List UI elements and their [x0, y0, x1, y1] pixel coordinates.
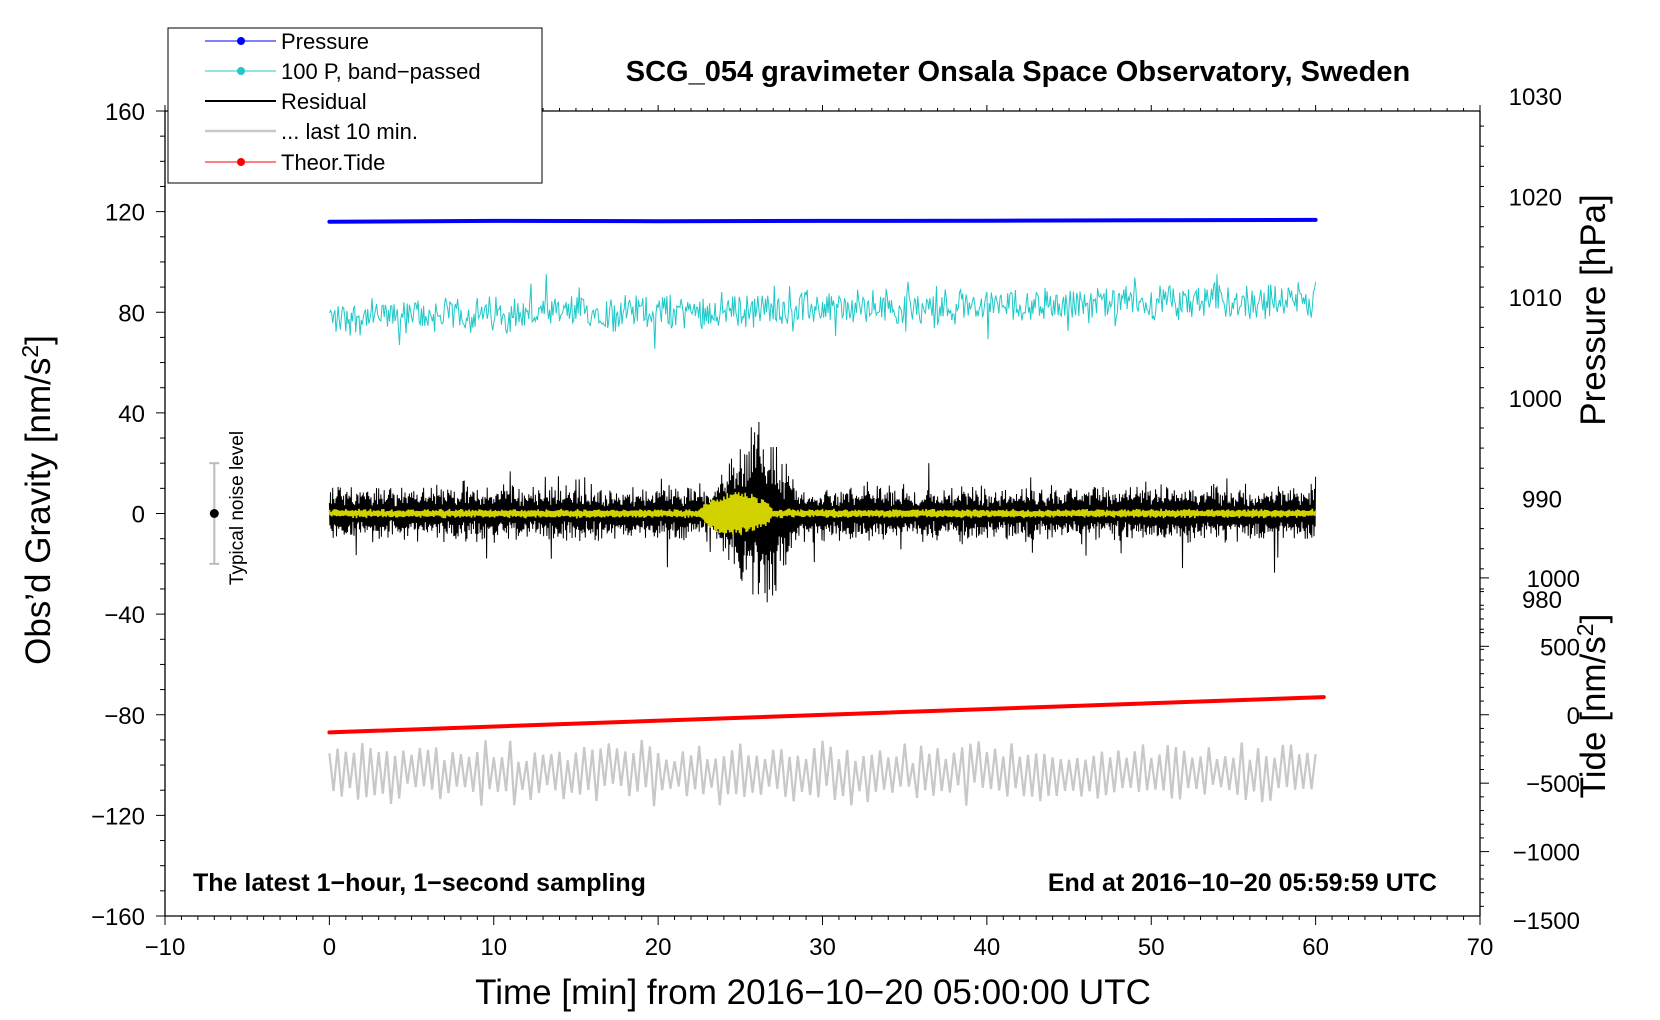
tide-tick-label: 0 — [1567, 703, 1580, 730]
x-axis-label: Time [min] from 2016−10−20 05:00:00 UTC — [475, 973, 1151, 1012]
pressure-tick-label: 980 — [1522, 587, 1562, 614]
y-axis-label-gravity: Obs’d Gravity [nm/s2] — [17, 335, 58, 665]
y-tick-label: 160 — [105, 99, 145, 126]
legend-label-residual: Residual — [281, 89, 367, 114]
legend-item-theor-tide: Theor.Tide — [205, 150, 385, 175]
y-tick-label: 40 — [118, 401, 145, 428]
x-tick-label: 30 — [809, 934, 836, 961]
legend-marker-band-passed — [237, 67, 245, 75]
y-axis-label-tide-sup: 2 — [1572, 623, 1598, 636]
tide-tick-label: −1000 — [1513, 840, 1580, 867]
series-band-passed-pressure — [328, 274, 1317, 349]
x-tick-label: 70 — [1467, 934, 1494, 961]
series-smoothed-residual — [328, 492, 1317, 536]
y-axis-label-gravity-text: Obs’d Gravity [nm/s — [19, 358, 58, 665]
pressure-tick-label: 1020 — [1509, 185, 1562, 212]
pressure-tick-label: 1000 — [1509, 386, 1562, 413]
x-tick-label: −10 — [145, 934, 186, 961]
x-tick-label: 0 — [323, 934, 336, 961]
legend-label-theor-tide: Theor.Tide — [281, 150, 385, 175]
noise-bar-center — [209, 509, 219, 518]
pressure-tick-label: 1030 — [1509, 84, 1562, 111]
tide-tick-label: 500 — [1540, 634, 1580, 661]
annotation-end-time: End at 2016−10−20 05:59:59 UTC — [1048, 869, 1437, 897]
tide-tick-label: 1000 — [1527, 566, 1580, 593]
annotation-sampling: The latest 1−hour, 1−second sampling — [193, 869, 646, 897]
legend-marker-pressure — [237, 37, 245, 45]
legend-item-residual: Residual — [205, 89, 367, 114]
series-last-10-min — [328, 739, 1317, 807]
y-tick-label: −80 — [104, 703, 145, 730]
pressure-tick-label: 1010 — [1509, 285, 1562, 312]
x-tick-label: 10 — [480, 934, 507, 961]
series-layer — [209, 217, 1326, 807]
legend-box — [167, 27, 543, 184]
legend: Pressure 100 P, band−passed Residual ...… — [167, 27, 543, 184]
y-tick-label: 120 — [105, 200, 145, 227]
y-tick-label: 80 — [118, 300, 145, 327]
legend-label-last-10-min: ... last 10 min. — [281, 119, 418, 144]
y-tick-label: −120 — [91, 803, 145, 830]
series-pressure — [327, 217, 1318, 224]
x-tick-label: 60 — [1302, 934, 1329, 961]
y-axis-label-tide-text: Tide [nm/s — [1574, 636, 1613, 798]
x-tick-label: 40 — [974, 934, 1001, 961]
y-axis-label-pressure: Pressure [hPa] — [1574, 194, 1613, 426]
y-tick-label: −160 — [91, 904, 145, 931]
y-axis-label-gravity-end: ] — [19, 335, 58, 345]
x-tick-label: 20 — [645, 934, 672, 961]
legend-label-pressure: Pressure — [281, 29, 369, 54]
x-tick-label: 50 — [1138, 934, 1165, 961]
noise-level-label: Typical noise level — [227, 431, 248, 585]
pressure-tick-label: 990 — [1522, 486, 1562, 513]
y-tick-label: 0 — [132, 502, 145, 529]
y-axis-label-tide: Tide [nm/s2] — [1572, 614, 1613, 799]
tide-tick-label: −500 — [1526, 771, 1580, 798]
series-residual — [328, 421, 1317, 603]
legend-marker-theor-tide — [237, 158, 245, 166]
legend-label-band-passed: 100 P, band−passed — [281, 59, 481, 84]
legend-item-band-passed: 100 P, band−passed — [205, 59, 481, 84]
tide-tick-label: −1500 — [1513, 908, 1580, 935]
legend-item-pressure: Pressure — [205, 29, 369, 54]
y-axis-label-tide-end: ] — [1574, 614, 1613, 624]
chart-title: SCG_054 gravimeter Onsala Space Observat… — [626, 56, 1410, 88]
y-tick-label: −40 — [104, 602, 145, 629]
y-axis-label-gravity-sup: 2 — [17, 345, 43, 358]
series-theor-tide — [327, 695, 1326, 735]
legend-item-last-10-min: ... last 10 min. — [205, 119, 418, 144]
